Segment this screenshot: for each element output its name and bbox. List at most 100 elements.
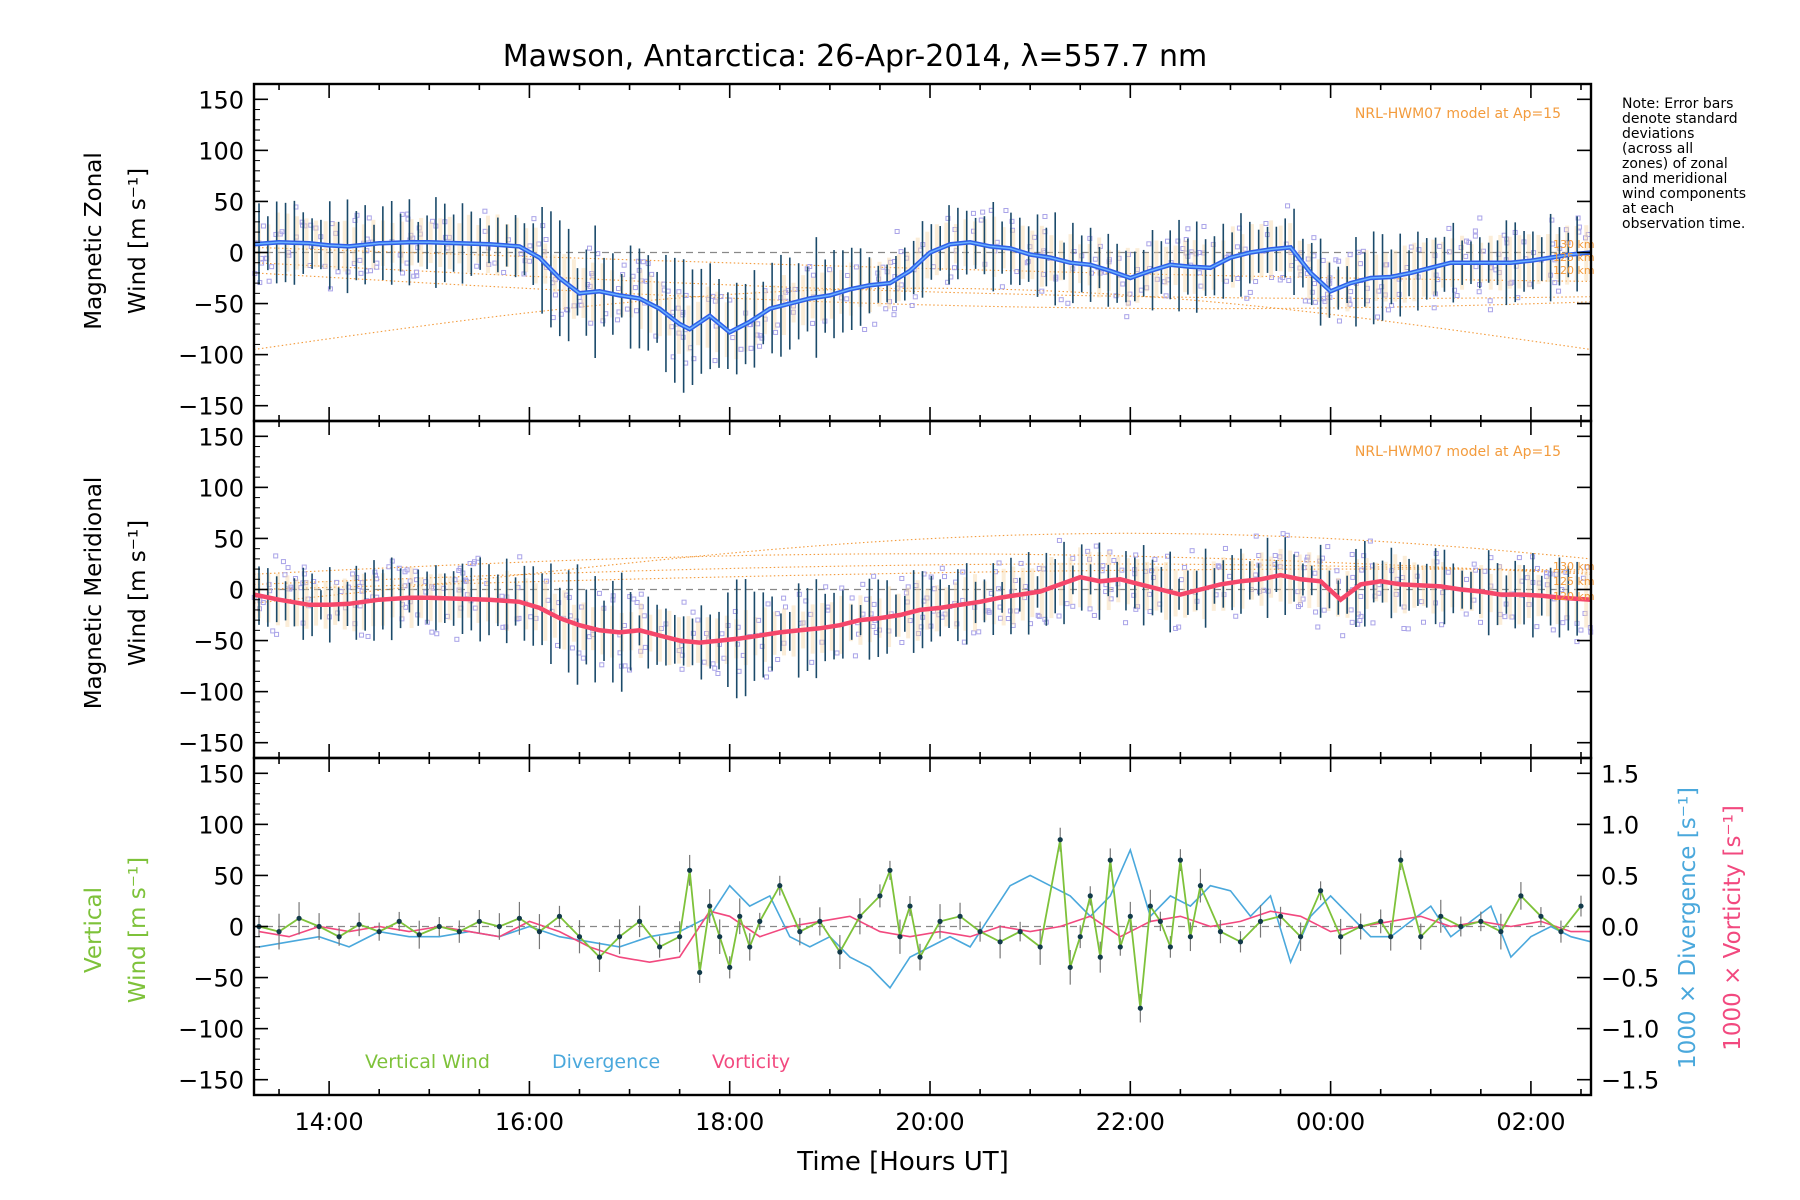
zone-sample-marker [999,284,1005,290]
zone-sample-marker [849,595,855,601]
vertical-wind-point [1127,913,1133,919]
zone-sample-marker [472,605,478,611]
zone-sample-marker [518,251,524,257]
zone-sample-marker [627,667,633,673]
zone-sample-marker [675,305,681,311]
zone-sample-marker [783,289,789,295]
vertical-wind-point [677,934,683,940]
zone-sample-marker [1035,612,1041,618]
vertical-wind-point [857,913,863,919]
zone-sample-marker [952,226,958,232]
zonal-wind-line-highlight [253,241,1592,334]
y-tick-label: −150 [178,1067,244,1095]
zone-sample-marker [1056,537,1062,543]
zone-sample-marker [710,661,716,667]
vertical-wind-point [1558,929,1564,935]
note-line: wind components [1622,186,1746,202]
zone-sample-marker [545,597,551,603]
y-tick-label: 0 [229,577,244,605]
model-altitude-label: 120 km [1553,590,1595,603]
zone-sample-marker [1233,613,1239,619]
vertical-wind-point [1418,934,1424,940]
y2-tick-label: −1.5 [1601,1067,1659,1095]
panel-meridional: 130 km 125 km 120 km 150 100 50 0 −50 −100 −150 [178,419,1595,760]
zone-sample-marker [1473,264,1479,270]
zone-sample-marker [757,333,763,339]
zone-sample-marker [1311,235,1317,241]
zone-sample-marker [807,264,813,270]
zone-sample-marker [1018,560,1024,566]
zone-sample-marker [531,216,537,222]
zone-sample-marker [1215,563,1221,569]
vertical-wind-point [717,934,723,940]
zone-sample-marker [640,259,646,265]
zone-sample-marker [279,229,285,235]
zone-sample-marker [1285,203,1291,209]
zone-sample-marker [1178,577,1184,583]
zone-sample-marker [1370,620,1376,626]
vertical-wind-point [636,918,643,924]
zone-sample-marker [1265,588,1271,594]
y-tick-label: −50 [193,628,244,656]
zone-sample-marker [579,604,585,610]
zone-sample-marker [615,317,621,323]
vertical-wind-point [757,918,763,924]
meridional-model-annotation: NRL-HWM07 model at Ap=15 [1355,444,1561,460]
model-curve [253,532,1592,604]
zone-sample-marker [1164,238,1170,244]
zone-sample-marker [759,643,765,649]
zone-sample-marker [1173,625,1179,631]
zone-sample-marker [862,327,868,333]
zone-sample-marker [845,272,851,278]
zone-sample-marker [775,656,781,662]
zone-sample-marker [715,671,721,677]
legend-divergence: Divergence [552,1051,660,1073]
zone-sample-marker [366,215,372,221]
zone-sample-marker [1574,639,1580,645]
zone-sample-marker [1305,256,1311,262]
zone-sample-marker [632,285,638,291]
zone-sample-marker [587,283,593,289]
zone-sample-marker [909,302,915,308]
zone-sample-marker [649,271,655,277]
zone-sample-marker [971,630,977,636]
model-altitude-label: 125 km [1553,251,1595,264]
zone-sample-marker [1040,271,1046,277]
zone-sample-marker [1376,288,1382,294]
zone-sample-marker [280,559,286,565]
y-tick-label: −150 [178,393,244,421]
zone-sample-marker [1253,572,1259,578]
vertical-wind-point [1107,857,1113,863]
vertical-wind-point [1578,903,1584,909]
zone-sample-marker [463,578,469,584]
zone-sample-marker [1563,227,1569,233]
zone-sample-marker [456,587,462,593]
model-curve [253,272,1592,310]
zone-sample-marker [1305,554,1311,560]
zone-sample-marker [350,571,356,577]
vertical-wind-point [496,923,502,930]
zone-sample-marker [464,592,470,598]
zone-sample-marker [1253,533,1259,539]
zonal-ylabel-line2: Wind [m s⁻¹] [125,168,151,314]
vertical-wind-point [1177,857,1183,863]
y-tick-label: 150 [198,86,244,114]
zone-sample-marker [790,309,796,315]
vertical-ylabel-line1: Vertical [81,887,107,973]
zone-sample-marker [853,264,859,270]
zone-sample-marker [463,577,469,583]
zone-sample-marker [1379,284,1385,290]
zone-sample-marker [1478,619,1484,625]
zone-sample-marker [1180,246,1186,252]
zone-sample-marker [1022,583,1028,589]
zone-sample-marker [334,579,340,585]
zone-sample-marker [1419,599,1425,605]
zone-sample-marker [1526,602,1532,608]
zone-sample-marker [669,324,675,330]
zone-sample-marker [960,569,966,575]
zone-sample-marker [763,674,769,680]
zone-sample-marker [808,611,814,617]
vertical-wind-point [657,944,663,950]
zone-sample-marker [621,262,627,268]
